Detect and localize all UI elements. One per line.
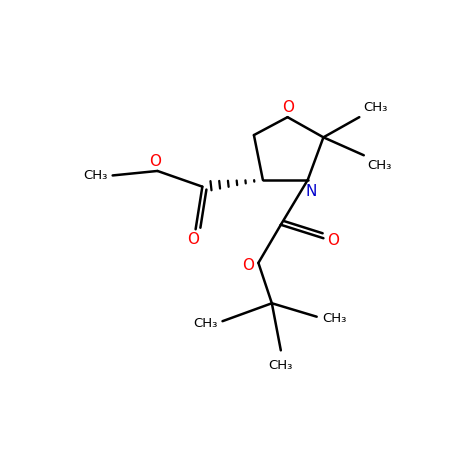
Text: CH₃: CH₃ [322, 313, 346, 325]
Text: O: O [242, 257, 255, 273]
Text: O: O [282, 100, 295, 115]
Text: CH₃: CH₃ [367, 159, 392, 172]
Text: N: N [306, 184, 317, 199]
Text: O: O [149, 154, 161, 169]
Text: CH₃: CH₃ [269, 359, 293, 372]
Text: CH₃: CH₃ [83, 169, 107, 182]
Text: O: O [188, 232, 199, 247]
Text: CH₃: CH₃ [193, 317, 217, 330]
Text: CH₃: CH₃ [363, 100, 387, 113]
Text: O: O [327, 233, 339, 248]
